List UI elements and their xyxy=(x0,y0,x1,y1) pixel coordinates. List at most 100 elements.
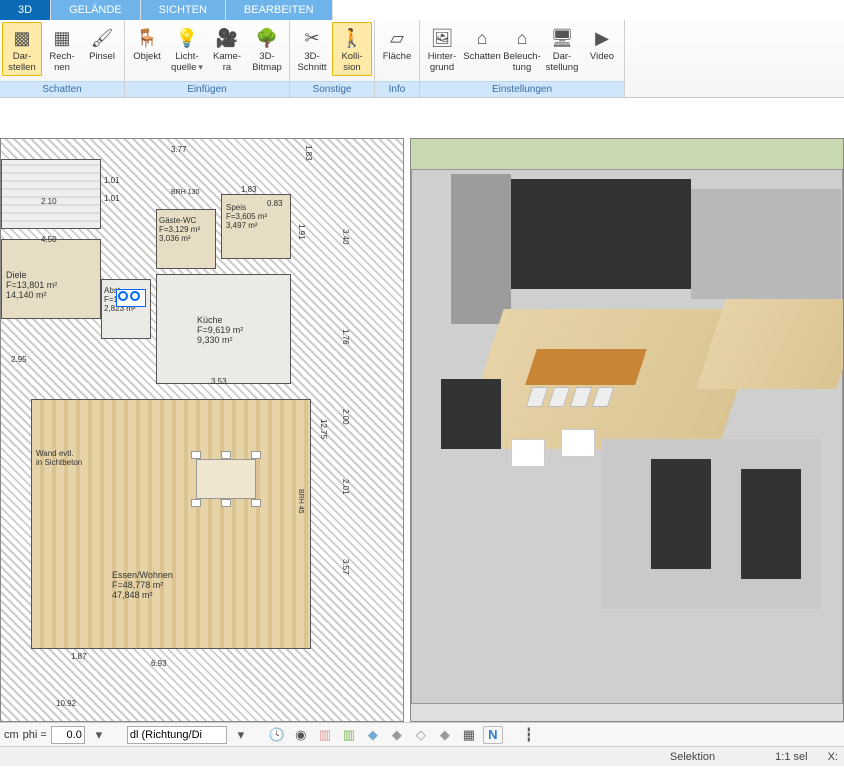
ritem-darstellung-settings[interactable]: 🖥 Dar- stellung xyxy=(542,22,582,76)
unit-label: cm xyxy=(4,729,19,741)
ribbon-group-sonstige: ✂ 3D- Schnitt 🚶 Kolli- sion Sonstige xyxy=(290,20,375,97)
ritem-label: Kolli- sion xyxy=(341,51,362,73)
workspace: Essen/Wohnen F=48,778 m² 47,848 m² Diele… xyxy=(0,98,844,722)
ritem-label: 3D- Bitmap xyxy=(252,51,282,73)
stove-symbol xyxy=(116,289,146,307)
ribbon-group-einstellungen: 🖼 Hinter- grund ⌂ Schatten ⌂ Beleuch- tu… xyxy=(420,20,625,97)
tab-3d[interactable]: 3D xyxy=(0,0,51,20)
dimension: 1.01 xyxy=(104,194,120,203)
stepper-icon[interactable]: ▾ xyxy=(89,726,109,744)
floor-plan: Essen/Wohnen F=48,778 m² 47,848 m² Diele… xyxy=(1,139,403,721)
n-button[interactable]: N xyxy=(483,726,503,744)
ribbon-group-label: Sonstige xyxy=(290,81,374,97)
table-dining xyxy=(196,459,256,499)
status-bar: Selektion 1:1 sel X: xyxy=(0,746,844,766)
pane-2d-plan[interactable]: Essen/Wohnen F=48,778 m² 47,848 m² Diele… xyxy=(0,138,404,722)
ribbon-group-info: ▱ Fläche Info xyxy=(375,20,420,97)
tab-sichten[interactable]: SICHTEN xyxy=(141,0,226,20)
chairs-3d xyxy=(526,387,614,407)
clock-icon[interactable]: 🕓 xyxy=(267,726,287,744)
status-selektion: Selektion xyxy=(670,751,715,763)
room-label: Speis F=3,605 m² 3,497 m² xyxy=(226,203,267,230)
richtung-input[interactable] xyxy=(127,726,227,744)
dimension: 6.93 xyxy=(151,659,167,668)
ritem-flaeche[interactable]: ▱ Fläche xyxy=(377,22,417,65)
ritem-hintergrund[interactable]: 🖼 Hinter- grund xyxy=(422,22,462,76)
rhomb3-icon[interactable]: ◇ xyxy=(411,726,431,744)
note-wand: Wand evtl. in Sichtbeton xyxy=(36,449,82,467)
phi-label: phi = xyxy=(23,729,47,741)
globe-icon[interactable]: ◉ xyxy=(291,726,311,744)
ritem-label: 3D- Schnitt xyxy=(297,51,326,73)
house-light-icon: ⌂ xyxy=(509,25,535,51)
ritem-label: Fläche xyxy=(383,51,412,62)
section-icon: ✂ xyxy=(299,25,325,51)
ribbon-group-einfuegen: 🪑 Objekt 💡 Licht- quelle▾ 🎥 Kame- ra 🌳 3… xyxy=(125,20,290,97)
ritem-3d-bitmap[interactable]: 🌳 3D- Bitmap xyxy=(247,22,287,76)
grid-icon[interactable]: ▦ xyxy=(459,726,479,744)
play-icon: ▶ xyxy=(589,25,615,51)
dimension: 10.92 xyxy=(56,699,76,708)
ritem-label: Objekt xyxy=(133,51,160,62)
ritem-objekt[interactable]: 🪑 Objekt xyxy=(127,22,167,65)
ribbon-group-label: Schatten xyxy=(0,81,124,97)
area-icon: ▱ xyxy=(384,25,410,51)
phi-input[interactable] xyxy=(51,726,85,744)
chairs-row xyxy=(191,451,261,459)
ribbon: ▩ Dar- stellen ▦ Rech- nen 🖌 Pinsel Scha… xyxy=(0,20,844,98)
layers2-icon[interactable]: ▥ xyxy=(339,726,359,744)
note: BRH 130 xyxy=(171,189,199,196)
dimension: 2.95 xyxy=(11,355,27,364)
dimension: 1.83 xyxy=(304,145,313,161)
dimension: 0.83 xyxy=(267,199,283,208)
room-essen-wohnen: Essen/Wohnen F=48,778 m² 47,848 m² xyxy=(31,399,311,649)
ritem-label: Pinsel xyxy=(89,51,115,62)
dimension: 3.53 xyxy=(211,377,227,386)
dimension: 2.01 xyxy=(341,479,350,495)
ribbon-group-label: Einfügen xyxy=(125,81,289,97)
rhomb4-icon[interactable]: ◆ xyxy=(435,726,455,744)
room-label: Küche F=9,619 m² 9,330 m² xyxy=(197,315,243,345)
dimension: 1.76 xyxy=(341,329,350,345)
dimension: 1.91 xyxy=(297,224,306,240)
dropdown-icon[interactable]: ▾ xyxy=(231,726,251,744)
ritem-kollision[interactable]: 🚶 Kolli- sion xyxy=(332,22,372,76)
ritem-3d-schnitt[interactable]: ✂ 3D- Schnitt xyxy=(292,22,332,76)
ritem-schatten-settings[interactable]: ⌂ Schatten xyxy=(462,22,502,65)
table-3d xyxy=(525,349,647,385)
ritem-label: Beleuch- tung xyxy=(503,51,541,73)
room-abst: Abst. F=1,639 m² 2,823 m² xyxy=(101,279,151,339)
scene-3d xyxy=(411,139,843,721)
ritem-lichtquelle[interactable]: 💡 Licht- quelle▾ xyxy=(167,22,207,76)
brush-icon: 🖌 xyxy=(89,25,115,51)
dimension: 1.83 xyxy=(241,185,257,194)
ritem-label: Dar- stellung xyxy=(546,51,579,73)
ritem-video[interactable]: ▶ Video xyxy=(582,22,622,65)
ritem-pinsel[interactable]: 🖌 Pinsel xyxy=(82,22,122,65)
info-icon[interactable]: ┇ xyxy=(519,726,539,744)
ritem-label: Kame- ra xyxy=(213,51,241,73)
staircase xyxy=(1,159,101,229)
ritem-kamera[interactable]: 🎥 Kame- ra xyxy=(207,22,247,76)
counter-3d xyxy=(511,439,545,467)
ribbon-group-schatten: ▩ Dar- stellen ▦ Rech- nen 🖌 Pinsel Scha… xyxy=(0,20,125,97)
bulb-icon: 💡 xyxy=(174,25,200,51)
status-x: X: xyxy=(828,751,838,763)
ritem-beleuchtung-settings[interactable]: ⌂ Beleuch- tung xyxy=(502,22,542,76)
pane-3d-view[interactable] xyxy=(410,138,844,722)
tab-strip: 3D GELÄNDE SICHTEN BEARBEITEN xyxy=(0,0,844,20)
rhomb1-icon[interactable]: ◆ xyxy=(363,726,383,744)
tab-gelaende[interactable]: GELÄNDE xyxy=(51,0,141,20)
tab-bearbeiten[interactable]: BEARBEITEN xyxy=(226,0,333,20)
status-scale: 1:1 sel xyxy=(775,751,807,763)
layers1-icon[interactable]: ▥ xyxy=(315,726,335,744)
dimension: 3.57 xyxy=(341,559,350,575)
rhomb2-icon[interactable]: ◆ xyxy=(387,726,407,744)
ritem-darstellen[interactable]: ▩ Dar- stellen xyxy=(2,22,42,76)
dimension: 12.75 xyxy=(319,419,328,439)
calc-icon: ▦ xyxy=(49,25,75,51)
dimension: 1.87 xyxy=(71,652,87,661)
house-shadow-icon: ⌂ xyxy=(469,25,495,51)
ritem-rechnen[interactable]: ▦ Rech- nen xyxy=(42,22,82,76)
room-label: Diele F=13,801 m² 14,140 m² xyxy=(6,270,57,300)
